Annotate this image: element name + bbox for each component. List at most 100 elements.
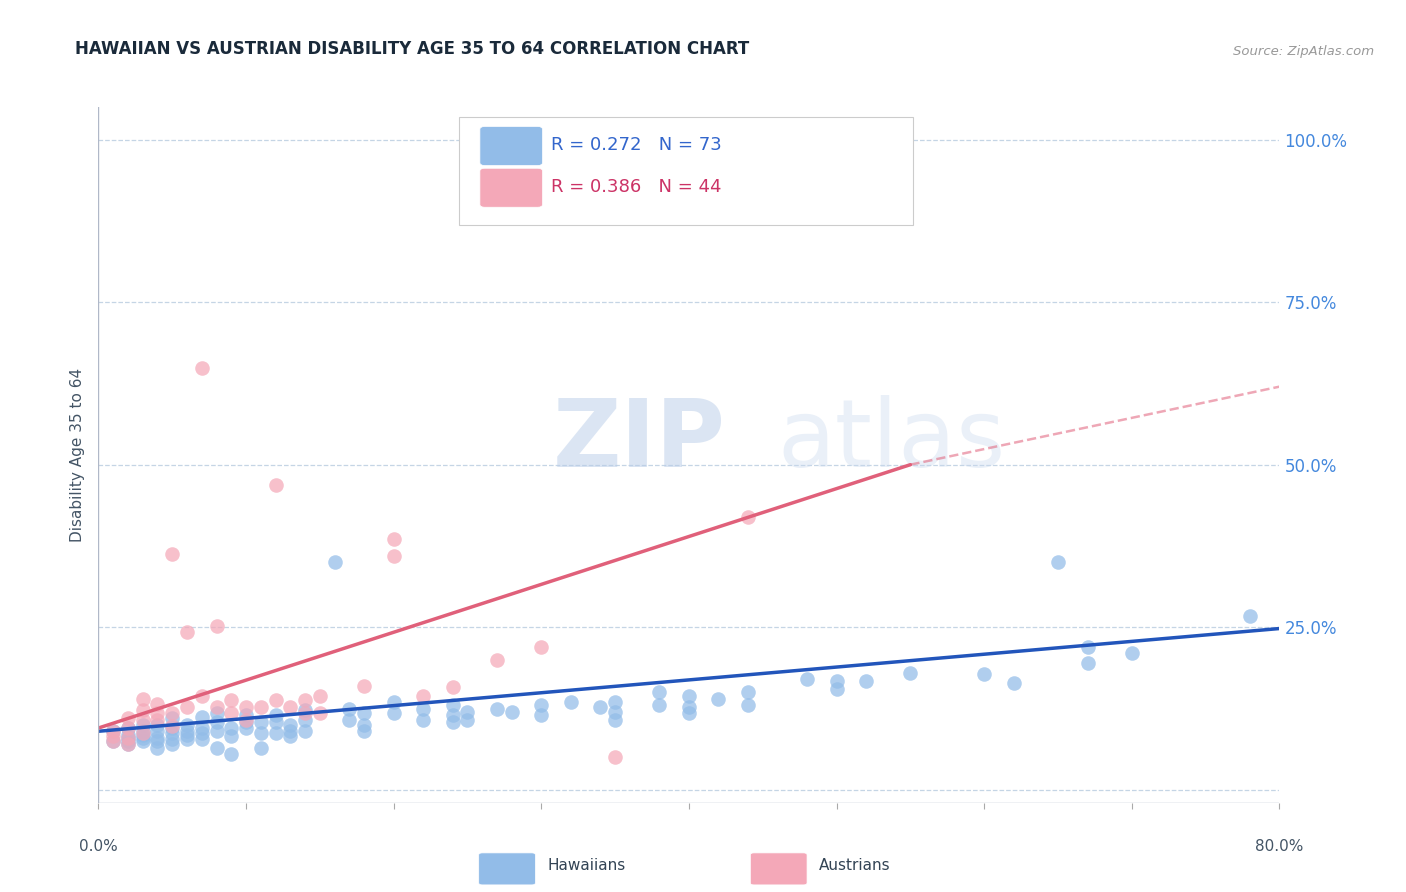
Point — [103, 724, 125, 739]
Point — [648, 698, 671, 713]
Point — [382, 549, 405, 563]
Point — [530, 708, 553, 723]
Point — [103, 730, 125, 744]
Point — [191, 732, 214, 747]
Point — [605, 750, 627, 764]
FancyBboxPatch shape — [479, 169, 543, 207]
Point — [280, 730, 302, 744]
Y-axis label: Disability Age 35 to 64: Disability Age 35 to 64 — [70, 368, 86, 542]
Point — [1121, 646, 1143, 660]
Point — [117, 731, 139, 745]
Point — [132, 727, 155, 741]
Point — [205, 740, 228, 755]
Point — [205, 699, 228, 714]
Point — [501, 705, 523, 719]
Text: Hawaiians: Hawaiians — [547, 858, 626, 873]
Point — [117, 721, 139, 735]
Point — [221, 721, 243, 735]
Point — [146, 706, 169, 720]
Point — [441, 680, 464, 694]
Point — [900, 665, 922, 680]
Point — [309, 689, 332, 703]
Point — [530, 640, 553, 654]
Point — [205, 724, 228, 739]
Point — [457, 713, 479, 727]
Point — [264, 714, 287, 729]
Point — [103, 734, 125, 748]
Point — [103, 724, 125, 739]
Point — [146, 713, 169, 727]
Point — [605, 705, 627, 719]
Point — [146, 697, 169, 711]
Text: Austrians: Austrians — [818, 858, 890, 873]
Point — [221, 730, 243, 744]
Point — [176, 718, 198, 732]
Point — [294, 706, 316, 720]
Point — [441, 708, 464, 723]
Point — [737, 509, 759, 524]
Text: R = 0.272   N = 73: R = 0.272 N = 73 — [551, 136, 721, 154]
Text: atlas: atlas — [778, 395, 1005, 487]
Point — [486, 701, 509, 715]
Point — [132, 725, 155, 739]
Point — [191, 710, 214, 724]
Point — [117, 737, 139, 751]
Point — [132, 691, 155, 706]
Point — [412, 713, 434, 727]
Point — [796, 672, 818, 686]
Point — [1077, 640, 1099, 654]
Point — [132, 734, 155, 748]
Point — [678, 699, 700, 714]
Point — [117, 734, 139, 748]
Point — [103, 734, 125, 748]
Point — [707, 691, 730, 706]
Point — [339, 701, 361, 715]
Point — [1046, 555, 1070, 569]
Point — [176, 699, 198, 714]
Point — [235, 713, 257, 727]
Point — [294, 713, 316, 727]
Point — [648, 685, 671, 699]
Point — [737, 685, 759, 699]
Point — [530, 698, 553, 713]
Point — [250, 714, 273, 729]
Point — [264, 708, 287, 723]
Point — [162, 711, 183, 725]
Point — [1077, 656, 1099, 670]
Point — [294, 703, 316, 717]
Point — [162, 732, 183, 747]
Point — [737, 698, 759, 713]
Point — [250, 699, 273, 714]
Point — [235, 721, 257, 735]
Point — [323, 555, 346, 569]
Point — [280, 699, 302, 714]
Point — [235, 714, 257, 729]
Point — [162, 706, 183, 720]
Point — [176, 727, 198, 741]
Point — [117, 711, 139, 725]
Point — [294, 724, 316, 739]
Text: HAWAIIAN VS AUSTRIAN DISABILITY AGE 35 TO 64 CORRELATION CHART: HAWAIIAN VS AUSTRIAN DISABILITY AGE 35 T… — [75, 40, 749, 58]
Text: Source: ZipAtlas.com: Source: ZipAtlas.com — [1233, 45, 1374, 58]
Point — [560, 695, 582, 709]
Point — [605, 713, 627, 727]
Point — [162, 721, 183, 735]
Point — [825, 673, 848, 688]
Point — [1239, 608, 1261, 623]
Point — [117, 731, 139, 745]
Point — [589, 699, 612, 714]
Point — [264, 693, 287, 707]
Text: 0.0%: 0.0% — [79, 838, 118, 854]
Point — [221, 747, 243, 761]
Point — [205, 714, 228, 729]
Point — [382, 695, 405, 709]
Text: 80.0%: 80.0% — [1256, 838, 1303, 854]
Point — [412, 689, 434, 703]
Point — [117, 721, 139, 735]
Point — [382, 706, 405, 720]
Point — [132, 718, 155, 732]
Point — [294, 693, 316, 707]
Point — [855, 673, 877, 688]
Point — [162, 725, 183, 739]
FancyBboxPatch shape — [479, 127, 543, 166]
